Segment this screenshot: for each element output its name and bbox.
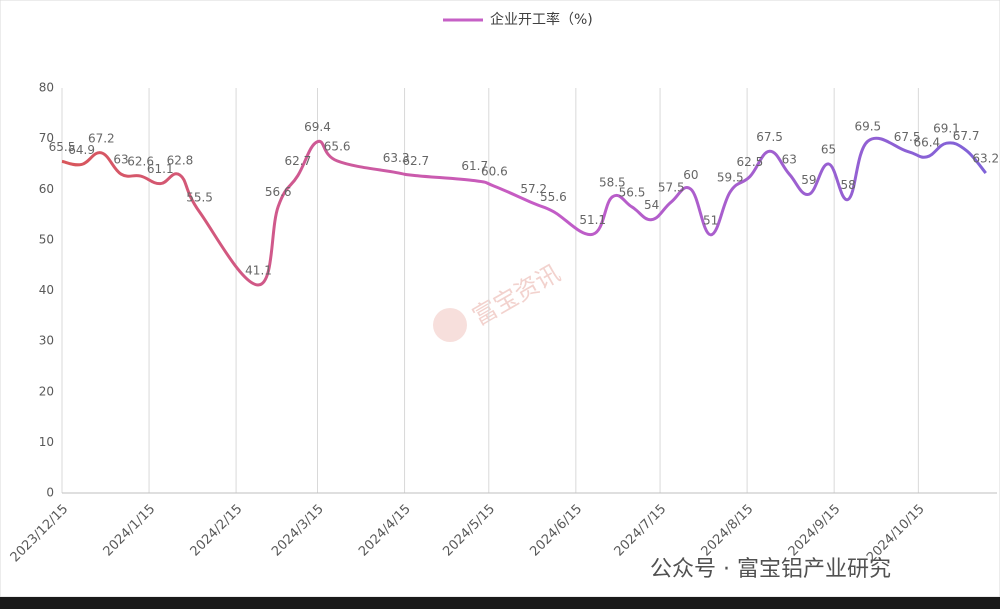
y-tick-label: 30 bbox=[39, 334, 54, 348]
data-label: 69.5 bbox=[854, 120, 881, 134]
data-label: 65 bbox=[821, 142, 836, 156]
y-tick-label: 20 bbox=[39, 384, 54, 398]
data-label: 63.2 bbox=[972, 152, 999, 166]
y-tick-label: 70 bbox=[39, 131, 54, 145]
data-label: 67.5 bbox=[894, 130, 921, 144]
data-label: 63 bbox=[113, 153, 128, 167]
data-label: 59.5 bbox=[717, 170, 744, 184]
data-label: 62.7 bbox=[402, 154, 429, 168]
data-label: 64.9 bbox=[68, 143, 95, 157]
data-label: 41.1 bbox=[245, 263, 272, 277]
data-label: 59 bbox=[801, 173, 816, 187]
data-label: 60 bbox=[683, 168, 698, 182]
data-label: 55.6 bbox=[540, 190, 567, 204]
data-label: 58.5 bbox=[599, 175, 626, 189]
data-label: 67.7 bbox=[953, 129, 980, 143]
data-label: 61.1 bbox=[147, 162, 174, 176]
watermark-logo bbox=[433, 308, 467, 342]
y-tick-label: 0 bbox=[46, 486, 54, 500]
data-label: 67.2 bbox=[88, 131, 115, 145]
data-label: 62.5 bbox=[737, 155, 764, 169]
data-label: 51 bbox=[703, 213, 718, 227]
data-label: 62.6 bbox=[127, 155, 154, 169]
bottom-bar bbox=[0, 597, 1000, 609]
y-tick-label: 50 bbox=[39, 232, 54, 246]
data-label: 57.2 bbox=[520, 182, 547, 196]
y-tick-label: 10 bbox=[39, 435, 54, 449]
y-tick-label: 60 bbox=[39, 182, 54, 196]
watermark: 公众号 · 富宝铝产业研究 bbox=[650, 557, 891, 582]
data-label: 61.7 bbox=[461, 159, 488, 173]
data-label: 69.1 bbox=[933, 122, 960, 136]
data-label: 51.1 bbox=[579, 213, 606, 227]
data-label: 69.4 bbox=[304, 120, 331, 134]
data-label: 63.3 bbox=[383, 151, 410, 165]
y-tick-label: 80 bbox=[39, 81, 54, 95]
data-label: 60.6 bbox=[481, 165, 508, 179]
data-label: 57.5 bbox=[658, 180, 685, 194]
data-label: 65.5 bbox=[49, 140, 76, 154]
data-label: 63 bbox=[782, 153, 797, 167]
data-label: 58 bbox=[841, 178, 856, 192]
data-label: 56.6 bbox=[265, 185, 292, 199]
data-label: 67.5 bbox=[756, 130, 783, 144]
data-label: 62.7 bbox=[284, 154, 311, 168]
data-label: 65.6 bbox=[324, 139, 351, 153]
data-label: 62.8 bbox=[167, 154, 194, 168]
series-line bbox=[61, 136, 987, 287]
data-label: 56.5 bbox=[619, 185, 646, 199]
data-label: 55.5 bbox=[186, 191, 213, 205]
data-label: 66.4 bbox=[913, 135, 940, 149]
data-label: 54 bbox=[644, 198, 659, 212]
y-tick-label: 40 bbox=[39, 283, 54, 297]
legend-label: 企业开工率（%) bbox=[490, 11, 593, 28]
